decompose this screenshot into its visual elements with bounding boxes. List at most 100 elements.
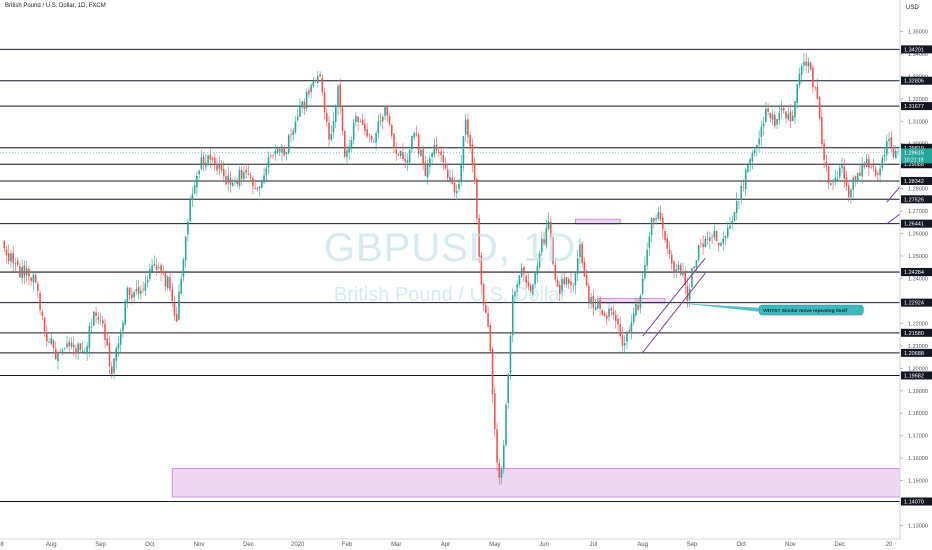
candle-body xyxy=(386,106,389,116)
zone-box xyxy=(171,468,912,498)
candle-body xyxy=(733,212,736,221)
y-tick-label: 1.16000 xyxy=(908,456,928,462)
candle-body xyxy=(502,445,505,469)
candle-body xyxy=(247,174,250,175)
candle-body xyxy=(310,85,312,92)
candle-body xyxy=(545,227,548,246)
x-tick-label: Sep xyxy=(687,542,698,548)
candle-body xyxy=(422,149,424,165)
candle-body xyxy=(54,348,57,360)
y-tick-label: 1.28000 xyxy=(908,187,928,193)
candle-body xyxy=(662,217,664,229)
candle-body xyxy=(79,343,82,351)
candle-body xyxy=(505,404,507,445)
candle-body xyxy=(390,125,393,136)
candle-body xyxy=(393,134,395,149)
candle-body xyxy=(128,287,131,296)
candle-body xyxy=(449,177,451,181)
candle-body xyxy=(516,284,518,293)
time-axis[interactable]: 8 Aug Sep Oct Nov Dec 2020 Feb Mar Apr May Jun Jul Au… xyxy=(0,538,900,548)
x-tick-label: Dec xyxy=(243,542,254,548)
level-label-bg xyxy=(901,76,932,85)
candle-body xyxy=(274,150,277,155)
level-label: 1.24284 xyxy=(904,270,924,276)
level-label-bg xyxy=(901,371,932,380)
candle-body xyxy=(464,119,467,135)
candle-body xyxy=(767,108,769,112)
candle-body xyxy=(722,238,725,244)
candle-body xyxy=(879,168,881,176)
candle-body xyxy=(823,143,825,160)
candle-body xyxy=(178,291,180,320)
candle-body xyxy=(431,153,433,157)
candle-body xyxy=(827,166,830,184)
annotation-layer: WDYS? Similar move repeating itselfWDYS?… xyxy=(678,302,864,316)
candle-body xyxy=(227,175,230,183)
candle-body xyxy=(868,158,870,168)
candle-body xyxy=(704,238,707,248)
candle-body xyxy=(543,239,545,244)
candle-body xyxy=(243,172,245,179)
candle-body xyxy=(686,285,689,301)
candle-body xyxy=(711,236,713,238)
candle-body xyxy=(276,148,279,153)
y-tick-label: 1.21000 xyxy=(908,344,928,350)
candle-body xyxy=(220,163,223,171)
candle-body xyxy=(444,163,447,169)
candle-body xyxy=(160,264,162,274)
candle-body xyxy=(657,212,660,219)
candle-body xyxy=(110,366,113,375)
candle-body xyxy=(469,134,471,147)
candle-body xyxy=(886,141,888,155)
candle-body xyxy=(106,338,109,346)
level-label: 1.29088 xyxy=(904,162,924,168)
level-label-bg xyxy=(901,219,932,228)
candle-body xyxy=(646,249,648,266)
candle-body xyxy=(644,265,646,279)
candle-body xyxy=(198,170,200,175)
candle-body xyxy=(214,158,216,165)
x-tick-label: 2020 xyxy=(291,542,305,548)
candle-body xyxy=(834,177,837,183)
candle-body xyxy=(576,258,579,274)
candle-body xyxy=(415,133,418,136)
candle-body xyxy=(32,274,35,283)
candle-body xyxy=(740,185,742,200)
candle-body xyxy=(440,151,442,156)
candle-body xyxy=(534,273,536,285)
candle-body xyxy=(424,162,427,176)
candle-body xyxy=(332,121,335,133)
candle-body xyxy=(509,335,512,373)
candle-body xyxy=(270,155,272,157)
candle-body xyxy=(608,308,610,317)
level-label: 1.21580 xyxy=(904,331,924,337)
level-label: 1.34201 xyxy=(904,47,924,53)
candle-body xyxy=(108,343,111,367)
candle-body xyxy=(285,152,288,155)
candle-body xyxy=(756,144,758,148)
channel-lines xyxy=(642,148,932,353)
candle-body xyxy=(735,201,738,213)
candle-body xyxy=(352,122,355,140)
candle-body xyxy=(709,237,711,242)
candle-body xyxy=(131,294,133,298)
symbol-title: British Pound / U.S. Dollar, 1D, FXCM xyxy=(5,3,106,9)
candle-body xyxy=(597,301,599,309)
candle-body xyxy=(809,62,812,70)
candle-body xyxy=(252,178,254,187)
candle-body xyxy=(776,119,778,125)
candle-body xyxy=(852,177,854,190)
candle-body xyxy=(550,222,552,238)
candle-body xyxy=(458,183,460,190)
candle-body xyxy=(155,265,158,270)
candle-body xyxy=(66,343,68,348)
candle-body xyxy=(292,130,294,135)
price-axis[interactable]: USD1.350001.340001.330001.320001.310001.… xyxy=(899,0,932,550)
candle-body xyxy=(97,317,100,320)
y-tick-label: 1.18000 xyxy=(908,411,928,417)
candle-body xyxy=(301,101,303,108)
candle-body xyxy=(832,182,834,184)
level-label: 1.28342 xyxy=(904,179,924,185)
candle-body xyxy=(133,291,135,298)
